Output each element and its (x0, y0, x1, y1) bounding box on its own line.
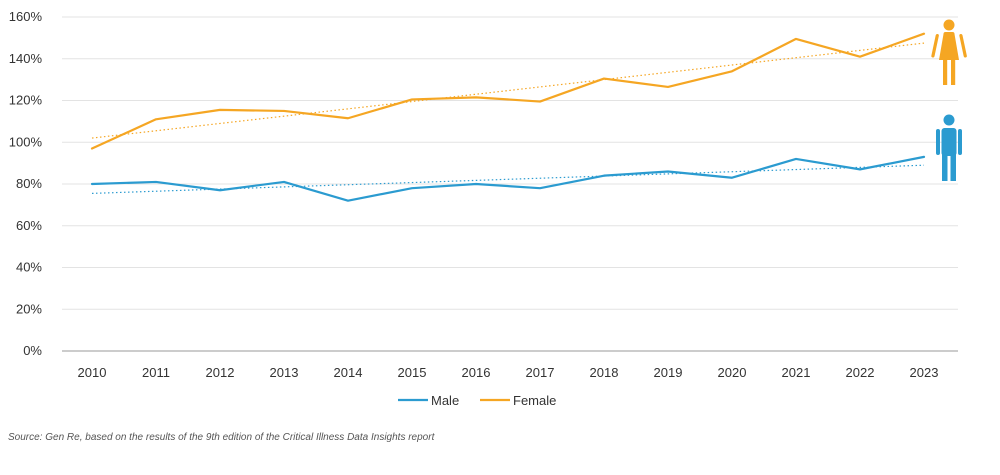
x-tick-label: 2023 (910, 365, 939, 380)
x-tick-label: 2013 (270, 365, 299, 380)
y-tick-label: 60% (16, 218, 42, 233)
male-trend-line (91, 164, 925, 194)
female-trend-line (91, 42, 925, 139)
y-axis-ticks: 0% 20% 40% 60% 80% 100% 120% 140% 160% (9, 9, 43, 358)
x-tick-label: 2010 (78, 365, 107, 380)
male-series-line (90, 155, 926, 202)
y-tick-label: 100% (9, 134, 43, 149)
x-axis-ticks: 2010 2011 2012 2013 2014 2015 2016 2017 2018 2019… (78, 365, 939, 380)
x-tick-label: 2015 (398, 365, 427, 380)
legend-label-male: Male (431, 393, 459, 408)
x-tick-label: 2011 (142, 365, 170, 380)
x-tick-label: 2022 (846, 365, 875, 380)
y-tick-label: 120% (9, 93, 43, 108)
x-tick-label: 2021 (782, 365, 811, 380)
x-tick-label: 2012 (206, 365, 235, 380)
y-tick-label: 20% (16, 301, 42, 316)
y-tick-label: 80% (16, 176, 42, 191)
trend-lines (91, 42, 925, 194)
y-tick-label: 0% (23, 343, 42, 358)
legend-label-female: Female (513, 393, 556, 408)
x-tick-label: 2018 (590, 365, 619, 380)
female-icon (931, 19, 967, 85)
legend: Male Female (398, 393, 556, 408)
y-tick-label: 40% (16, 260, 42, 275)
gridlines (62, 16, 958, 352)
x-tick-label: 2019 (654, 365, 683, 380)
female-series-line (90, 32, 926, 150)
x-tick-label: 2020 (718, 365, 747, 380)
x-tick-label: 2017 (526, 365, 555, 380)
source-note: Source: Gen Re, based on the results of … (8, 432, 435, 443)
y-tick-label: 160% (9, 9, 43, 24)
x-tick-label: 2014 (334, 365, 363, 380)
x-tick-label: 2016 (462, 365, 491, 380)
y-tick-label: 140% (9, 51, 43, 66)
data-series (90, 32, 926, 202)
male-icon (936, 114, 962, 181)
